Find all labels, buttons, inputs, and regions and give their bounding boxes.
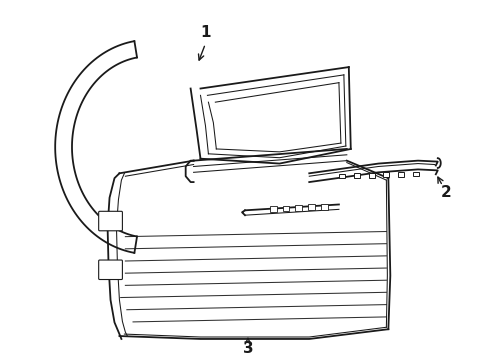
Bar [368,173,374,177]
FancyBboxPatch shape [99,260,122,279]
Bar [412,172,418,176]
Bar [269,206,276,212]
Text: 1: 1 [200,24,210,40]
Text: 2: 2 [439,185,450,200]
Bar [282,206,289,211]
Bar [338,174,344,179]
Text: 3: 3 [242,341,253,356]
Bar [383,172,388,177]
FancyBboxPatch shape [99,211,122,231]
Bar [353,173,359,178]
Bar [321,204,327,210]
Bar [295,205,302,211]
Bar [307,204,315,210]
Bar [397,172,404,177]
